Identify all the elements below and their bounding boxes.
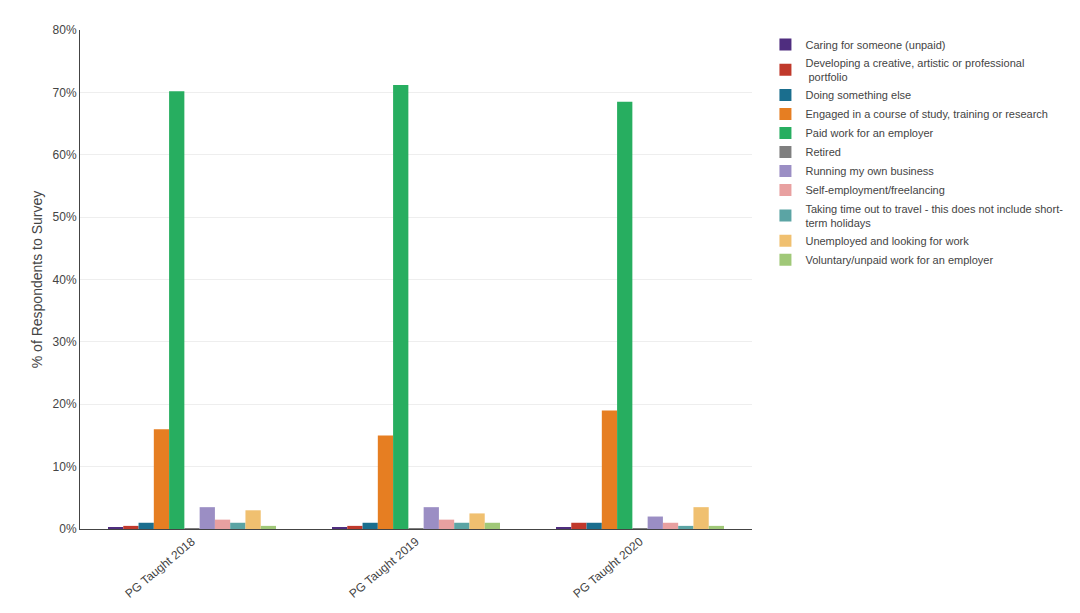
svg-text:10%: 10% xyxy=(53,460,77,474)
svg-text:Running my own business: Running my own business xyxy=(805,165,934,177)
svg-text:Developing a creative, artisti: Developing a creative, artistic or profe… xyxy=(805,57,1024,83)
svg-text:50%: 50% xyxy=(53,210,77,224)
svg-text:Self-employment/freelancing: Self-employment/freelancing xyxy=(805,184,944,196)
svg-text:Retired: Retired xyxy=(805,146,840,158)
svg-text:Engaged in a course of study,: Engaged in a course of study, training o… xyxy=(805,108,1048,120)
svg-text:Unemployed and looking for wor: Unemployed and looking for work xyxy=(805,235,969,247)
svg-text:0%: 0% xyxy=(59,522,77,536)
svg-text:40%: 40% xyxy=(53,273,77,287)
svg-text:PG Taught 2020: PG Taught 2020 xyxy=(571,534,647,601)
svg-text:30%: 30% xyxy=(53,335,77,349)
svg-text:% of Respondents to Survey: % of Respondents to Survey xyxy=(29,191,45,368)
svg-text:PG Taught 2019: PG Taught 2019 xyxy=(347,534,423,601)
svg-text:Doing something else: Doing something else xyxy=(805,89,911,101)
svg-text:70%: 70% xyxy=(53,86,77,100)
svg-text:80%: 80% xyxy=(53,23,77,37)
svg-text:Paid work for an employer: Paid work for an employer xyxy=(805,127,933,139)
svg-text:Taking time out to travel - th: Taking time out to travel - this does no… xyxy=(805,203,1063,229)
svg-text:20%: 20% xyxy=(53,397,77,411)
svg-text:Voluntary/unpaid work for an e: Voluntary/unpaid work for an employer xyxy=(805,254,993,266)
svg-text:60%: 60% xyxy=(53,148,77,162)
svg-text:Caring for someone (unpaid): Caring for someone (unpaid) xyxy=(805,39,945,51)
svg-text:PG Taught 2018: PG Taught 2018 xyxy=(123,534,199,601)
